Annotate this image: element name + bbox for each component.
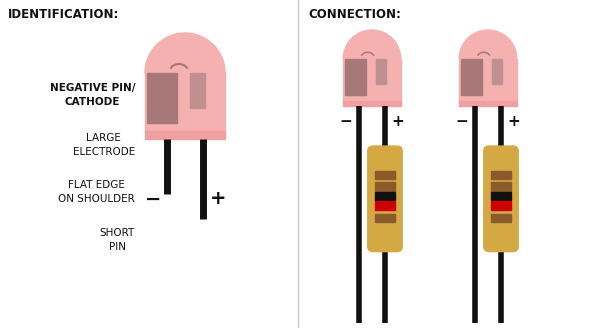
Text: FLAT EDGE
ON SHOULDER: FLAT EDGE ON SHOULDER	[58, 180, 135, 204]
Text: CONNECTION:: CONNECTION:	[308, 8, 401, 21]
Bar	[145, 131, 225, 139]
Bar	[345, 59, 367, 95]
Text: LARGE
ELECTRODE: LARGE ELECTRODE	[73, 133, 135, 157]
Bar	[375, 182, 395, 191]
Bar	[145, 73, 225, 131]
Bar	[491, 192, 511, 200]
Bar	[343, 101, 401, 106]
Bar	[343, 59, 401, 101]
Wedge shape	[145, 33, 225, 73]
Bar	[491, 171, 511, 179]
Text: +: +	[210, 190, 226, 209]
Text: +: +	[508, 114, 521, 129]
Bar	[147, 73, 177, 123]
Bar	[375, 171, 395, 179]
Text: IDENTIFICATION:: IDENTIFICATION:	[8, 8, 120, 21]
Wedge shape	[459, 30, 517, 59]
Bar	[459, 101, 517, 106]
Bar	[190, 73, 205, 108]
Text: SHORT
PIN: SHORT PIN	[100, 228, 135, 252]
Bar	[491, 201, 511, 210]
Text: −: −	[145, 190, 161, 209]
Bar	[375, 201, 395, 210]
Text: NEGATIVE PIN/
CATHODE: NEGATIVE PIN/ CATHODE	[49, 83, 135, 107]
Bar	[491, 214, 511, 222]
Text: +: +	[392, 114, 405, 129]
Bar	[459, 59, 517, 101]
Bar	[375, 192, 395, 200]
Text: −: −	[456, 114, 468, 129]
FancyBboxPatch shape	[483, 145, 519, 252]
Wedge shape	[343, 30, 401, 59]
Text: −: −	[340, 114, 352, 129]
Bar	[491, 182, 511, 191]
Bar	[375, 214, 395, 222]
Bar	[461, 59, 482, 95]
FancyBboxPatch shape	[367, 145, 403, 252]
Bar	[375, 59, 386, 84]
Bar	[491, 59, 502, 84]
